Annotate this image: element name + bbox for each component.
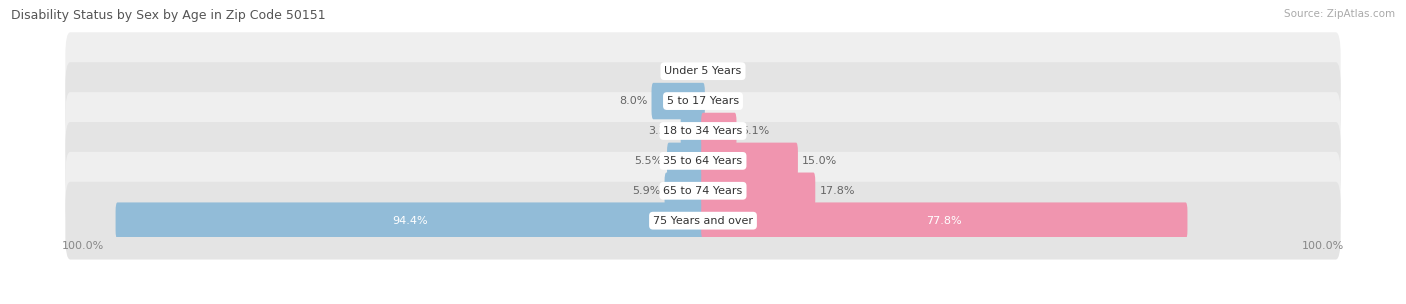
- FancyBboxPatch shape: [65, 32, 1341, 110]
- FancyBboxPatch shape: [65, 62, 1341, 140]
- FancyBboxPatch shape: [115, 202, 704, 239]
- FancyBboxPatch shape: [666, 143, 704, 179]
- Text: 5.1%: 5.1%: [741, 126, 769, 136]
- Text: 8.0%: 8.0%: [619, 96, 647, 106]
- Text: 0.0%: 0.0%: [709, 96, 738, 106]
- FancyBboxPatch shape: [681, 113, 704, 149]
- Text: Source: ZipAtlas.com: Source: ZipAtlas.com: [1284, 9, 1395, 19]
- Text: 17.8%: 17.8%: [820, 186, 855, 196]
- FancyBboxPatch shape: [702, 143, 799, 179]
- FancyBboxPatch shape: [65, 122, 1341, 200]
- Text: 5.5%: 5.5%: [634, 156, 662, 166]
- Text: 0.0%: 0.0%: [668, 66, 697, 76]
- Text: 18 to 34 Years: 18 to 34 Years: [664, 126, 742, 136]
- FancyBboxPatch shape: [702, 202, 1188, 239]
- Text: 75 Years and over: 75 Years and over: [652, 216, 754, 226]
- Text: 94.4%: 94.4%: [392, 216, 427, 226]
- FancyBboxPatch shape: [65, 152, 1341, 230]
- Text: 5.9%: 5.9%: [631, 186, 661, 196]
- Text: Disability Status by Sex by Age in Zip Code 50151: Disability Status by Sex by Age in Zip C…: [11, 9, 326, 22]
- Text: 5 to 17 Years: 5 to 17 Years: [666, 96, 740, 106]
- Text: Under 5 Years: Under 5 Years: [665, 66, 741, 76]
- Text: 65 to 74 Years: 65 to 74 Years: [664, 186, 742, 196]
- Text: 0.0%: 0.0%: [709, 66, 738, 76]
- FancyBboxPatch shape: [702, 113, 737, 149]
- Text: 77.8%: 77.8%: [927, 216, 962, 226]
- FancyBboxPatch shape: [651, 83, 704, 119]
- Text: 3.3%: 3.3%: [648, 126, 676, 136]
- FancyBboxPatch shape: [702, 173, 815, 209]
- FancyBboxPatch shape: [65, 92, 1341, 170]
- FancyBboxPatch shape: [665, 173, 704, 209]
- Text: 15.0%: 15.0%: [803, 156, 838, 166]
- Text: 35 to 64 Years: 35 to 64 Years: [664, 156, 742, 166]
- FancyBboxPatch shape: [65, 182, 1341, 260]
